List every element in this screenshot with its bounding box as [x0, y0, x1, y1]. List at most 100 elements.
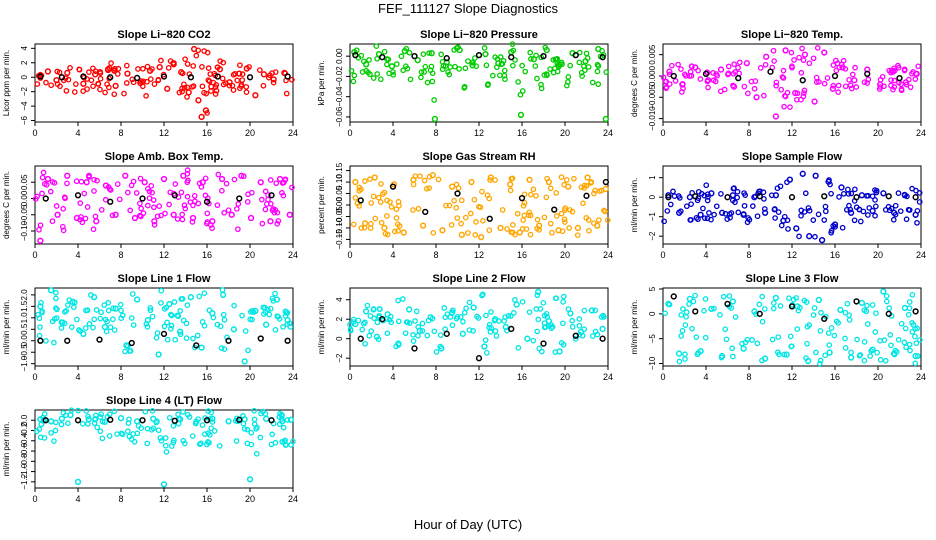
cloud-point	[352, 194, 359, 201]
cloud-point	[110, 316, 116, 323]
cloud-point	[760, 189, 767, 196]
y-tick-label: 0	[648, 194, 657, 199]
cloud-point	[842, 344, 849, 351]
cloud-point	[534, 328, 541, 335]
data-point	[889, 68, 897, 75]
cloud-point	[563, 82, 570, 89]
y-axis-label: degrees C per min.	[2, 171, 11, 239]
x-tick-label: 24	[288, 250, 298, 260]
cloud-point	[98, 309, 104, 316]
chart-panel-7: Slope Line 1 Flow ml/min per min. 0 4 8 12 16 2…	[2, 273, 298, 382]
cloud-point	[362, 178, 368, 184]
data-point	[202, 107, 210, 114]
cloud-point	[49, 318, 56, 325]
data-point	[37, 337, 44, 344]
data-point	[160, 73, 168, 80]
data-point	[743, 60, 750, 67]
cloud-point	[431, 328, 438, 335]
data-point	[44, 68, 52, 75]
cloud-point	[43, 337, 49, 344]
cloud-point	[162, 435, 169, 441]
cloud-point	[136, 212, 143, 219]
cloud-point	[265, 196, 271, 203]
data-point	[58, 415, 66, 422]
cloud-point	[861, 338, 868, 345]
cloud-point	[91, 420, 98, 426]
cloud-point	[74, 316, 80, 323]
cloud-point	[443, 202, 449, 209]
cloud-point	[483, 312, 489, 319]
cloud-point	[909, 292, 916, 298]
cloud-point	[585, 217, 592, 223]
data-point	[815, 296, 823, 304]
cloud-point	[812, 233, 818, 240]
x-tick-label: 12	[474, 372, 484, 382]
cloud-point	[407, 76, 414, 83]
series-main	[665, 288, 919, 365]
cloud-point	[435, 176, 442, 183]
cloud-point	[852, 64, 858, 71]
cloud-point	[151, 204, 157, 211]
cloud-point	[717, 88, 724, 95]
data-point	[686, 295, 694, 303]
x-tick-label: 20	[873, 250, 883, 260]
data-point	[236, 195, 243, 202]
data-point	[877, 81, 884, 88]
data-point	[190, 45, 198, 53]
cloud-point	[872, 212, 878, 219]
x-tick-label: 16	[517, 372, 527, 382]
data-point	[160, 175, 168, 183]
cloud-point	[830, 82, 837, 89]
y-axis-label: kPa per min.	[317, 61, 326, 106]
figure-x-label: Hour of Day (UTC)	[413, 517, 523, 532]
cloud-point	[38, 299, 44, 306]
cloud-point	[687, 217, 694, 223]
cloud-point	[526, 309, 533, 315]
cloud-point	[806, 207, 813, 214]
data-point	[772, 113, 780, 120]
cloud-point	[49, 179, 56, 185]
cloud-point	[235, 226, 241, 233]
data-point	[209, 218, 216, 225]
cloud-point	[124, 189, 131, 196]
cloud-point	[158, 300, 164, 306]
cloud-point	[844, 300, 851, 307]
cloud-point	[289, 184, 295, 191]
cloud-point	[97, 315, 104, 322]
cloud-point	[274, 209, 281, 216]
cloud-point	[272, 69, 279, 75]
cloud-point	[215, 171, 222, 178]
cloud-point	[902, 325, 909, 332]
y-tick-label: −1.0	[20, 463, 29, 479]
cloud-point	[47, 188, 54, 195]
data-point	[257, 179, 264, 186]
x-tick-label: 12	[159, 494, 169, 504]
cloud-point	[752, 78, 759, 84]
cloud-point	[712, 78, 719, 85]
cloud-point	[678, 89, 685, 95]
data-point	[801, 51, 809, 58]
data-point	[400, 229, 407, 236]
x-tick-label: 0	[32, 128, 37, 138]
data-point	[416, 327, 424, 335]
cloud-point	[362, 340, 368, 347]
data-point	[864, 70, 871, 77]
cloud-point	[108, 60, 114, 67]
cloud-point	[265, 192, 271, 198]
cloud-point	[576, 49, 583, 56]
plot-frame	[34, 165, 294, 245]
cloud-point	[348, 67, 355, 74]
data-point	[107, 74, 114, 81]
cloud-point	[883, 293, 890, 299]
cloud-point	[65, 76, 72, 83]
cloud-point	[214, 202, 221, 209]
cloud-point	[746, 216, 753, 223]
cloud-point	[36, 226, 42, 233]
data-point	[675, 350, 683, 357]
cloud-point	[905, 206, 912, 213]
cloud-point	[181, 202, 188, 209]
cloud-point	[179, 295, 186, 302]
x-tick-label: 16	[830, 372, 840, 382]
cloud-point	[770, 305, 777, 312]
cloud-point	[877, 337, 883, 344]
